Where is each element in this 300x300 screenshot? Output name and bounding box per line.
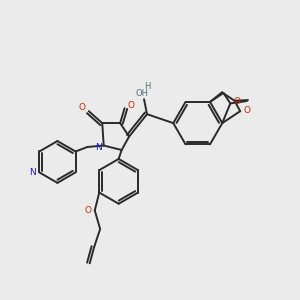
Text: H: H — [144, 82, 151, 91]
Text: N: N — [95, 142, 102, 152]
Text: N: N — [29, 169, 36, 178]
Text: O: O — [128, 101, 135, 110]
Text: OH: OH — [135, 89, 148, 98]
Text: O: O — [233, 98, 240, 106]
Text: O: O — [243, 106, 250, 115]
Text: O: O — [85, 206, 92, 215]
Text: O: O — [79, 103, 86, 112]
